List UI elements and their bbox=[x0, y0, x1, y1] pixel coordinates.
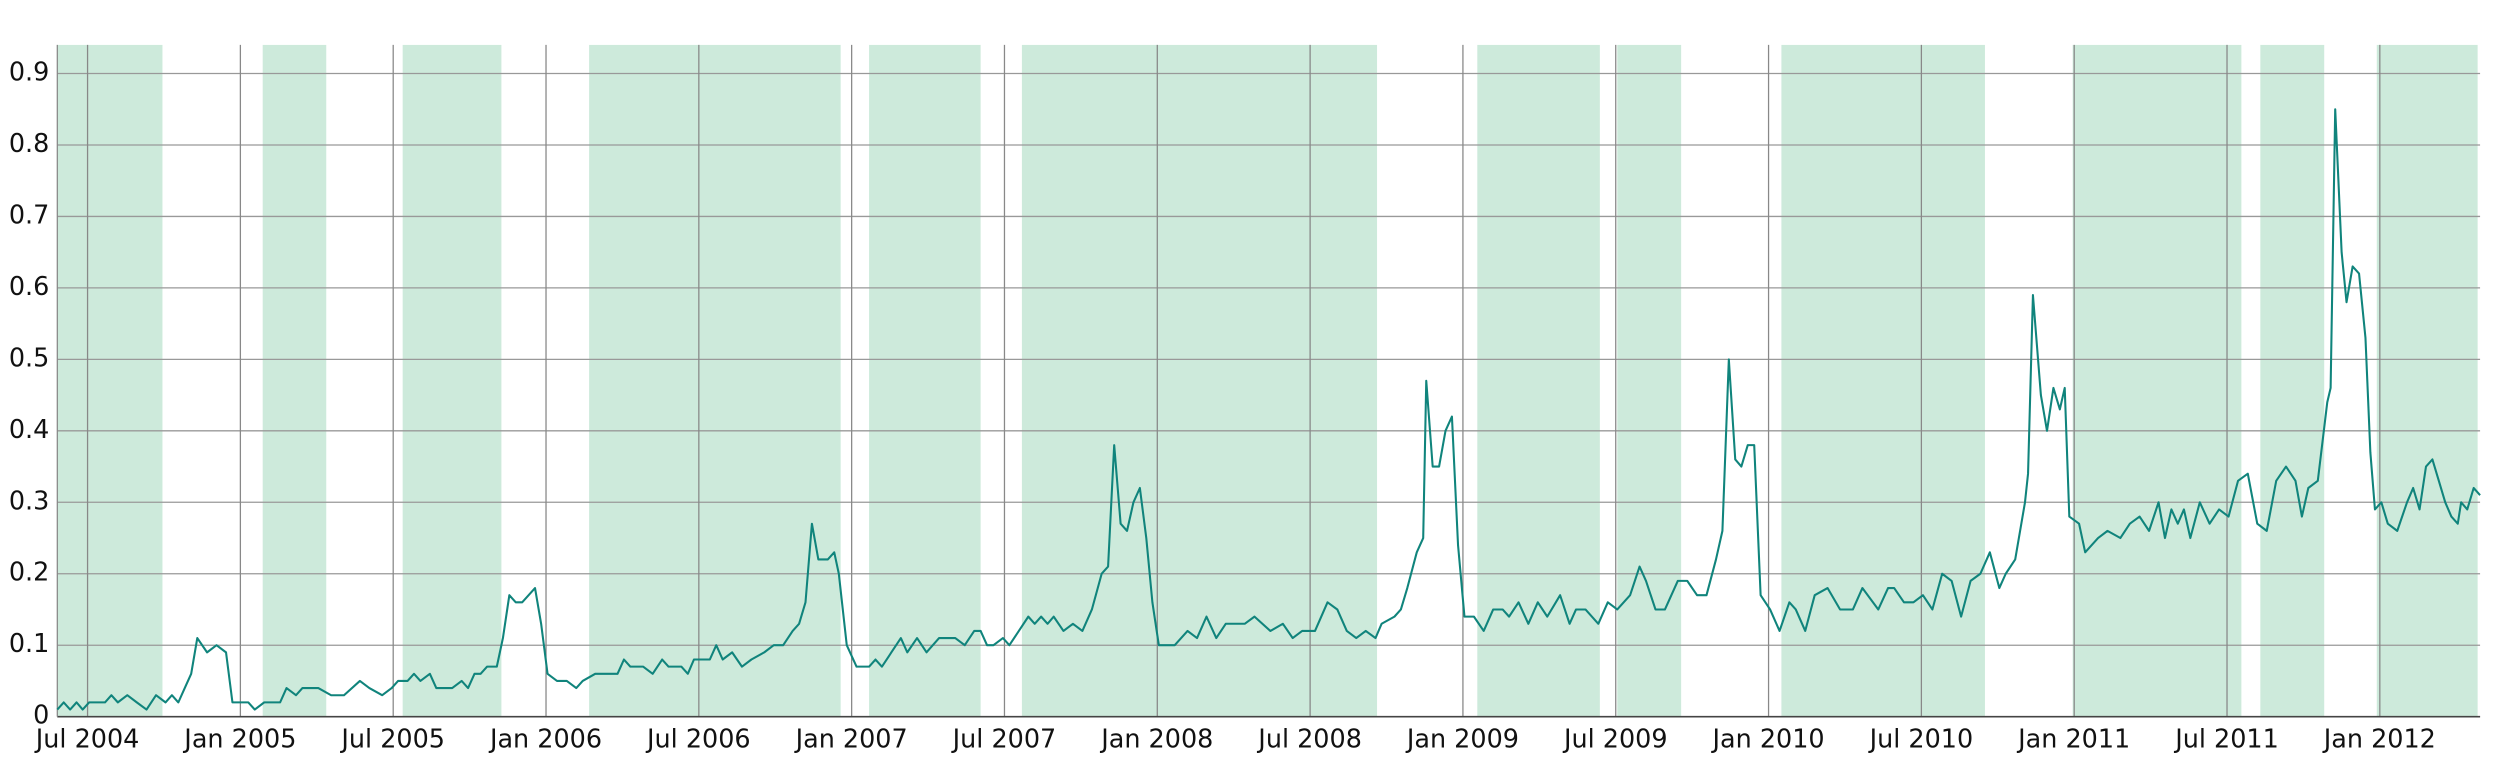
x-tick-label: Jan 2008 bbox=[1099, 725, 1213, 755]
x-tick-label: Jan 2007 bbox=[794, 725, 908, 755]
x-tick-label: Jul 2011 bbox=[2173, 725, 2279, 755]
shaded-region bbox=[2072, 44, 2242, 717]
x-tick-label: Jan 2005 bbox=[182, 725, 296, 755]
shaded-region bbox=[2260, 44, 2325, 717]
x-tick-label: Jul 2007 bbox=[951, 725, 1057, 755]
shaded-region bbox=[1477, 44, 1600, 717]
shaded-region bbox=[1617, 44, 1682, 717]
x-tick-label: Jul 2004 bbox=[34, 725, 140, 755]
plot bbox=[56, 108, 2481, 711]
shaded-regions bbox=[57, 44, 2478, 717]
x-tick-label: Jan 2011 bbox=[2016, 725, 2130, 755]
data-line bbox=[56, 108, 2481, 711]
y-tick-label: 0.1 bbox=[9, 629, 49, 659]
shaded-region bbox=[402, 44, 502, 717]
y-tick-label: 0.7 bbox=[9, 200, 49, 230]
shaded-region bbox=[869, 44, 981, 717]
y-tick-label: 0.9 bbox=[9, 58, 49, 88]
shaded-region bbox=[1021, 44, 1378, 717]
y-tick-label: 0 bbox=[33, 701, 49, 731]
x-tick-label: Jan 2012 bbox=[2322, 725, 2436, 755]
shaded-region bbox=[589, 44, 841, 717]
shaded-region bbox=[1781, 44, 1985, 717]
y-tick-label: 0.5 bbox=[9, 343, 49, 373]
x-tick-label: Jul 2008 bbox=[1256, 725, 1362, 755]
shaded-region bbox=[57, 44, 163, 717]
x-tick-label: Jan 2010 bbox=[1711, 725, 1825, 755]
shaded-region bbox=[262, 44, 327, 717]
y-tick-label: 0.2 bbox=[9, 558, 49, 588]
y-tick-label: 0.8 bbox=[9, 129, 49, 159]
x-tick-label: Jul 2006 bbox=[645, 725, 751, 755]
x-tick-label: Jan 2006 bbox=[488, 725, 602, 755]
axis-labels: 0 0.1 0.2 0.3 0.4 0.5 0.6 0.7 0.8 0.9 Jul 2004 Jan … bbox=[9, 58, 2436, 755]
y-tick-label: 0.3 bbox=[9, 486, 49, 516]
x-tick-label: Jul 2005 bbox=[339, 725, 445, 755]
grid bbox=[56, 44, 2481, 718]
x-tick-label: Jan 2009 bbox=[1405, 725, 1519, 755]
x-tick-label: Jul 2009 bbox=[1562, 725, 1668, 755]
y-tick-label: 0.6 bbox=[9, 272, 49, 302]
shaded-region bbox=[2376, 44, 2478, 717]
y-tick-label: 0.4 bbox=[9, 415, 49, 445]
x-tick-label: Jul 2010 bbox=[1868, 725, 1974, 755]
